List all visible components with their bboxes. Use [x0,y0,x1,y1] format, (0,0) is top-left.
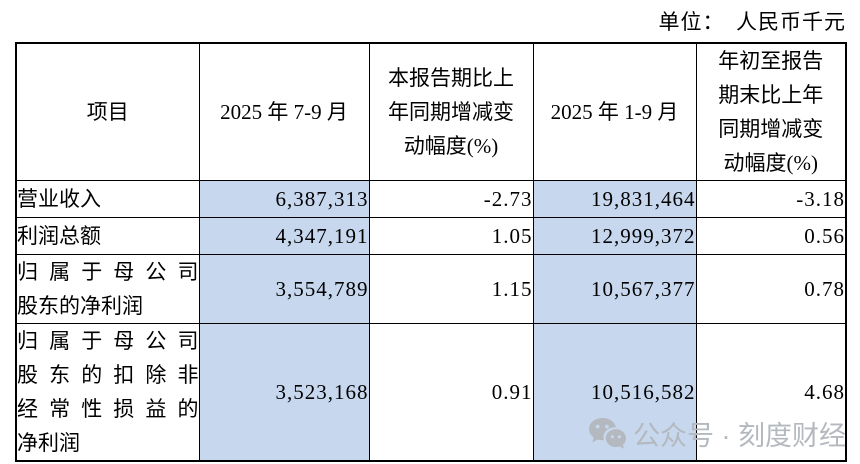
row-label: 利润总额 [15,217,200,255]
header-q3-change-pct: 本报告期比上 年同期增减变 动幅度(%) [368,42,534,181]
ytd-amount: 12,999,372 [532,217,697,255]
q3-change-pct: 1.05 [368,217,534,255]
ytd-amount: 19,831,464 [532,180,697,218]
header-ytd-change-pct: 年初至报告 期末比上年 同期增减变 动幅度(%) [695,42,847,181]
ytd-change-pct: 0.78 [695,254,847,324]
ytd-change-pct: 4.68 [695,323,847,462]
table-row-net-profit-excl-nonrecurring: 归属于母公司 股东的扣除非 经常性损益的 净利润 3,523,168 0.91 10,… [15,323,847,462]
q3-change-pct: 0.91 [368,323,534,462]
ytd-change-pct: -3.18 [695,180,847,218]
q3-amount: 4,347,191 [198,217,370,255]
q3-change-pct: 1.15 [368,254,534,324]
table-row-net-profit: 归属于母公司 股东的净利润 3,554,789 1.15 10,567,377 0… [15,254,847,324]
row-label: 归属于母公司 股东的扣除非 经常性损益的 净利润 [15,323,200,462]
ytd-amount: 10,567,377 [532,254,697,324]
header-item: 项目 [15,42,200,181]
q3-change-pct: -2.73 [368,180,534,218]
watermark: 公众号 · 刻度财经 [588,414,846,453]
q3-amount: 6,387,313 [198,180,370,218]
row-label: 归属于母公司 股东的净利润 [15,254,200,324]
unit-label: 单位： 人民币千元 [658,10,846,34]
ytd-change-pct: 0.56 [695,217,847,255]
header-ytd-2025: 2025 年 1-9 月 [532,42,697,181]
row-label: 营业收入 [15,180,200,218]
watermark-label: 公众号 · 刻度财经 [633,421,846,451]
q3-amount: 3,554,789 [198,254,370,324]
table-row-total-profit: 利润总额 4,347,191 1.05 12,999,372 0.56 [15,217,847,255]
header-q3-2025: 2025 年 7-9 月 [198,42,370,181]
wechat-icon [589,418,626,449]
table-row-revenue: 营业收入 6,387,313 -2.73 19,831,464 -3.18 [15,180,847,218]
table-header-row: 项目 2025 年 7-9 月 本报告期比上 年同期增减变 动幅度(%) 2025 … [15,42,847,181]
financial-summary-table: 项目 2025 年 7-9 月 本报告期比上 年同期增减变 动幅度(%) 2025 … [15,42,847,462]
q3-amount: 3,523,168 [198,323,370,462]
